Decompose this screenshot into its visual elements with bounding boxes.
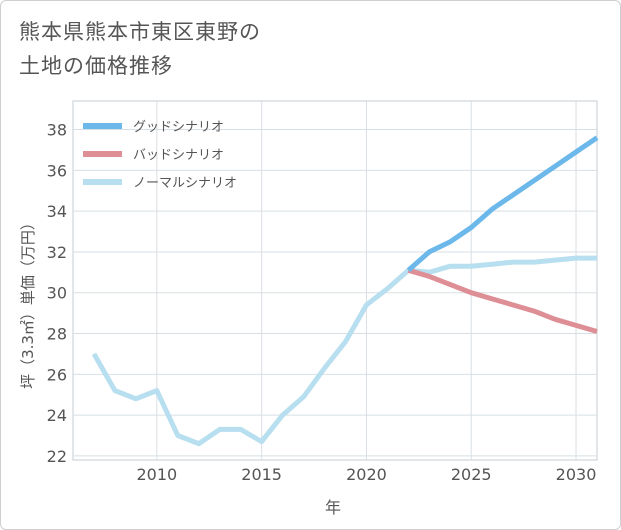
- chart-grid: [72, 100, 598, 461]
- page-title: 熊本県熊本市東区東野の 土地の価格推移: [19, 15, 261, 83]
- x-tick-label: 2010: [136, 465, 177, 484]
- y-axis-label: 坪（3.3㎡）単価（万円）: [19, 215, 37, 389]
- chart-ticks: 22 24 26 28 30 32 34 36 38 2010 2015 2020 2025 2030: [47, 121, 597, 484]
- y-tick-label: 26: [47, 365, 67, 384]
- y-tick-label: 30: [47, 284, 67, 303]
- series-line-0: [406, 135, 599, 273]
- legend-label-1: バッドシナリオ: [133, 148, 224, 163]
- title-line-2: 土地の価格推移: [19, 54, 173, 78]
- y-tick-label: 38: [47, 121, 67, 140]
- legend-label-0: グッドシナリオ: [133, 120, 224, 135]
- chart-lines: [91, 135, 599, 447]
- x-axis-label: 年: [325, 498, 341, 517]
- plot-frame: [72, 100, 598, 461]
- y-tick-label: 36: [47, 161, 67, 180]
- y-tick-label: 34: [47, 202, 67, 221]
- y-tick-label: 24: [47, 406, 67, 425]
- x-tick-label: 2025: [451, 465, 492, 484]
- y-tick-label: 22: [47, 447, 67, 466]
- series-line-1: [407, 267, 598, 334]
- x-tick-label: 2030: [556, 465, 597, 484]
- series-line-2: [91, 255, 597, 447]
- y-tick-label: 28: [47, 325, 67, 344]
- y-tick-label: 32: [47, 243, 67, 262]
- title-line-1: 熊本県熊本市東区東野の: [19, 20, 261, 44]
- x-tick-label: 2020: [346, 465, 387, 484]
- x-tick-label: 2015: [241, 465, 282, 484]
- legend-label-2: ノーマルシナリオ: [133, 176, 237, 191]
